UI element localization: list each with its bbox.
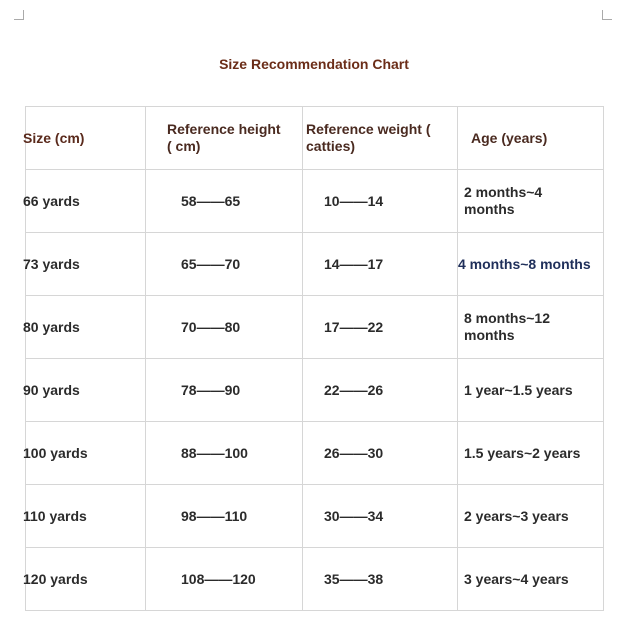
- table-cell: 3 years~4 years: [457, 547, 604, 611]
- table-cell: 88——100: [145, 421, 303, 485]
- table-cell: Age (years): [457, 106, 604, 170]
- table-cell: 98——110: [145, 484, 303, 548]
- corner-mark: [602, 10, 612, 20]
- table-cell: 80 yards: [23, 295, 146, 359]
- table-cell: 2 months~4 months: [457, 169, 604, 233]
- table-cell: 110 yards: [23, 484, 146, 548]
- table-cell: Reference weight ( catties): [302, 106, 458, 170]
- table-cell: 17——22: [302, 295, 458, 359]
- table-row: 66 yards 58——65 10——14 2 months~4 months: [23, 169, 604, 233]
- table-row: 90 yards 78——90 22——26 1 year~1.5 years: [23, 358, 604, 422]
- table-row: Size (cm) Reference height ( cm) Reference…: [23, 106, 604, 170]
- table-cell: 78——90: [145, 358, 303, 422]
- table-cell: 120 yards: [23, 547, 146, 611]
- table-cell: 58——65: [145, 169, 303, 233]
- table-cell: 26——30: [302, 421, 458, 485]
- table-cell: 4 months~8 months: [457, 232, 604, 296]
- table-cell: 35——38: [302, 547, 458, 611]
- table-cell: 30——34: [302, 484, 458, 548]
- table-row: 73 yards 65——70 14——17 4 months~8 months: [23, 232, 604, 296]
- table-cell: 90 yards: [23, 358, 146, 422]
- table-row: 80 yards 70——80 17——22 8 months~12 months: [23, 295, 604, 359]
- table-cell: 8 months~12 months: [457, 295, 604, 359]
- table-cell: 66 yards: [23, 169, 146, 233]
- table-cell: 14——17: [302, 232, 458, 296]
- table-cell: Size (cm): [23, 106, 146, 170]
- table-row: 100 yards 88——100 26——30 1.5 years~2 years: [23, 421, 604, 485]
- table-cell: 108——120: [145, 547, 303, 611]
- table-row: 120 yards 108——120 35——38 3 years~4 years: [23, 547, 604, 611]
- table-row: 110 yards 98——110 30——34 2 years~3 years: [23, 484, 604, 548]
- table-cell: 10——14: [302, 169, 458, 233]
- table-cell: 65——70: [145, 232, 303, 296]
- title: Size Recommendation Chart: [219, 56, 409, 72]
- table-cell: 1.5 years~2 years: [457, 421, 604, 485]
- table-cell: 2 years~3 years: [457, 484, 604, 548]
- table-cell: 70——80: [145, 295, 303, 359]
- table-cell: 1 year~1.5 years: [457, 358, 604, 422]
- size-table: Size (cm) Reference height ( cm) Reference…: [23, 106, 604, 611]
- table-cell: 100 yards: [23, 421, 146, 485]
- table-cell: Reference height ( cm): [145, 106, 303, 170]
- corner-mark: [14, 10, 24, 20]
- table-cell: 22——26: [302, 358, 458, 422]
- table-cell: 73 yards: [23, 232, 146, 296]
